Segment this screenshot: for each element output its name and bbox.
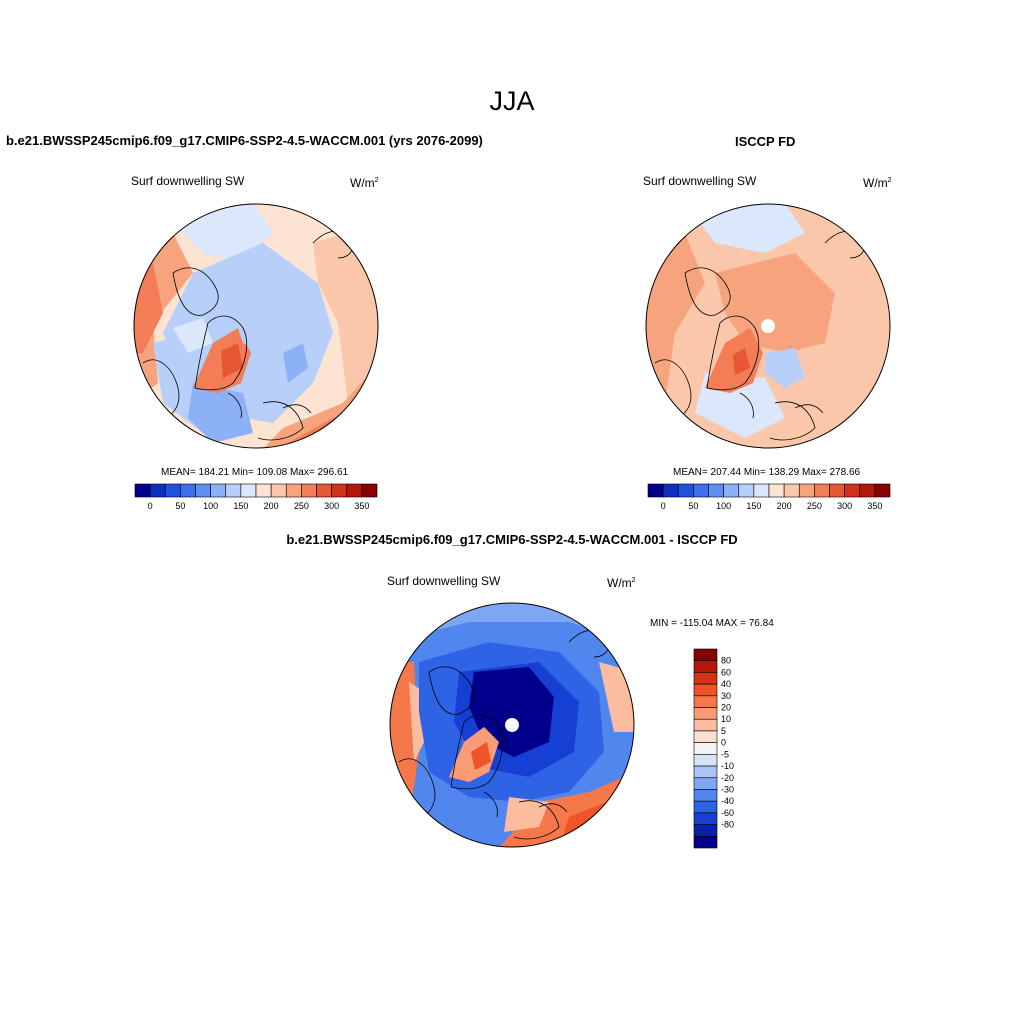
obs-colorbar-label: 350 <box>867 501 882 511</box>
model-colorbar-swatch <box>285 483 302 498</box>
obs-panel-title: ISCCP FD <box>735 134 796 149</box>
diff-colorbar-swatch <box>693 754 718 767</box>
diff-colorbar-swatch <box>693 648 718 662</box>
obs-colorbar-label: 100 <box>716 501 731 511</box>
model-colorbar-swatch <box>210 483 227 498</box>
obs-colorbar-swatch <box>693 483 709 498</box>
diff-colorbar-swatch <box>693 800 718 814</box>
model-colorbar-swatch <box>316 483 332 498</box>
obs-colorbar-swatch <box>723 483 740 498</box>
obs-colorbar-swatch <box>874 483 891 498</box>
diff-colorbar-swatch <box>693 660 718 673</box>
model-colorbar-swatch <box>225 483 242 498</box>
diff-colorbar-label: -20 <box>721 773 734 783</box>
diff-colorbar-label: 80 <box>721 656 731 666</box>
model-colorbar-swatch <box>361 483 378 498</box>
obs-colorbar-label: 50 <box>688 501 698 511</box>
model-panel-title: b.e21.BWSSP245cmip6.f09_g17.CMIP6-SSP2-4… <box>6 133 483 148</box>
diff-colorbar-swatch <box>693 718 718 732</box>
model-colorbar-swatch <box>255 483 272 498</box>
diff-panel-title: b.e21.BWSSP245cmip6.f09_g17.CMIP6-SSP2-4… <box>286 532 738 547</box>
obs-colorbar-swatch <box>662 483 679 498</box>
diff-colorbar-swatch <box>693 742 718 755</box>
diff-colorbar-swatch <box>693 695 718 708</box>
diff-colorbar-swatch <box>693 835 718 849</box>
obs-colorbar-swatch <box>783 483 800 498</box>
diff-colorbar-label: 60 <box>721 667 731 677</box>
diff-colorbar-swatch <box>693 765 718 779</box>
diff-colorbar-swatch <box>693 707 718 720</box>
model-colorbar-label: 200 <box>264 501 279 511</box>
model-colorbar-swatch <box>346 483 363 498</box>
obs-colorbar-label: 0 <box>661 501 666 511</box>
model-polar-map <box>133 203 379 449</box>
diff-colorbar-label: -40 <box>721 796 734 806</box>
obs-polar-map <box>645 203 891 449</box>
obs-colorbar-swatch <box>814 483 830 498</box>
model-colorbar-swatch <box>240 483 257 498</box>
diff-colorbar-label: -10 <box>721 761 734 771</box>
model-colorbar-swatch <box>149 483 166 498</box>
obs-field-label: Surf downwelling SW <box>643 174 757 188</box>
diff-colorbar-label: 30 <box>721 691 731 701</box>
model-colorbar-label: 100 <box>203 501 218 511</box>
diff-units: W/m2 <box>607 576 636 590</box>
obs-colorbar-label: 250 <box>807 501 822 511</box>
obs-colorbar-swatch <box>798 483 815 498</box>
figure-title: JJA <box>489 86 535 116</box>
model-colorbar: 0 50 100 150 200 250 300 350 <box>134 483 378 511</box>
model-colorbar-swatch <box>195 483 211 498</box>
obs-colorbar-swatch <box>859 483 876 498</box>
diff-colorbar-label: -60 <box>721 808 734 818</box>
model-colorbar-swatch <box>301 483 317 498</box>
diff-colorbar-swatch <box>693 824 718 837</box>
model-colorbar-swatch <box>134 483 151 498</box>
diff-colorbar-label: 0 <box>721 738 726 748</box>
model-colorbar-label: 300 <box>324 501 339 511</box>
diff-colorbar-label: -30 <box>721 784 734 794</box>
model-colorbar-label: 350 <box>354 501 369 511</box>
obs-colorbar-swatch <box>677 483 694 498</box>
model-colorbar-label: 50 <box>175 501 185 511</box>
diff-colorbar-label: -5 <box>721 749 729 759</box>
obs-colorbar-label: 200 <box>777 501 792 511</box>
model-colorbar-label: 250 <box>294 501 309 511</box>
model-field-label: Surf downwelling SW <box>131 174 245 188</box>
diff-colorbar-label: 10 <box>721 714 731 724</box>
model-colorbar-swatch <box>331 483 348 498</box>
diff-colorbar-label: 5 <box>721 726 726 736</box>
obs-colorbar-swatch <box>829 483 845 498</box>
model-colorbar-swatch <box>164 483 181 498</box>
obs-colorbar: 0 50 100 150 200 250 300 350 <box>647 483 891 511</box>
obs-colorbar-swatch <box>647 483 664 498</box>
diff-polar-map <box>389 602 635 848</box>
obs-colorbar-swatch <box>708 483 724 498</box>
model-colorbar-label: 0 <box>148 501 153 511</box>
diff-stats: MIN = -115.04 MAX = 76.84 <box>650 618 774 629</box>
obs-colorbar-swatch <box>738 483 755 498</box>
diff-colorbar-label: -80 <box>721 820 734 830</box>
diff-colorbar-swatch <box>693 812 718 825</box>
obs-colorbar-swatch <box>753 483 770 498</box>
model-stats: MEAN= 184.21 Min= 109.08 Max= 296.61 <box>161 467 349 478</box>
diff-colorbar-swatch <box>693 672 718 685</box>
model-colorbar-swatch <box>270 483 287 498</box>
diff-field-label: Surf downwelling SW <box>387 574 501 588</box>
obs-units: W/m2 <box>863 176 892 190</box>
model-colorbar-label: 150 <box>233 501 248 511</box>
diff-colorbar-swatch <box>693 730 718 743</box>
model-units: W/m2 <box>350 176 379 190</box>
diff-colorbar-label: 20 <box>721 703 731 713</box>
obs-colorbar-label: 300 <box>837 501 852 511</box>
obs-stats: MEAN= 207.44 Min= 138.29 Max= 278.66 <box>673 467 861 478</box>
obs-colorbar-swatch <box>844 483 861 498</box>
obs-colorbar-swatch <box>768 483 785 498</box>
obs-colorbar-label: 150 <box>746 501 761 511</box>
diff-colorbar-swatch <box>693 683 718 697</box>
diff-colorbar-label: 40 <box>721 679 731 689</box>
model-colorbar-swatch <box>180 483 196 498</box>
diff-colorbar-swatch <box>693 777 718 790</box>
diff-colorbar-swatch <box>693 789 718 802</box>
